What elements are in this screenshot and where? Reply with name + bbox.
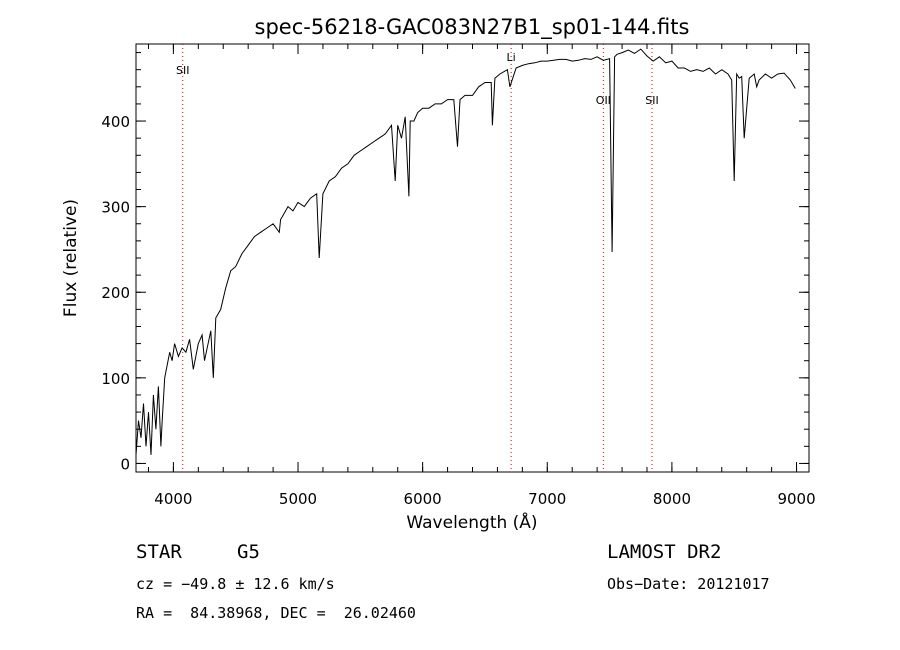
object-class: STAR <box>136 541 182 563</box>
x-tick-label: 4000 <box>154 490 192 508</box>
y-tick-label: 0 <box>120 455 130 473</box>
x-tick-label: 9000 <box>777 490 815 508</box>
plot-frame <box>135 43 810 473</box>
line-marker-label: SII <box>176 64 189 77</box>
x-axis-label: Wavelength (Å) <box>406 511 537 533</box>
spectrum-plot: spec-56218-GAC083N27B1_sp01-144.fits 400… <box>61 15 816 533</box>
y-tick-labels: 0 100 200 300 400 <box>101 113 130 473</box>
y-tick-label: 400 <box>101 113 130 131</box>
spectral-subclass: G5 <box>237 541 260 563</box>
redshift-readout: cz = −49.8 ± 12.6 km/s <box>136 575 335 593</box>
y-tick-label: 100 <box>101 370 130 388</box>
x-tick-label: 8000 <box>653 490 691 508</box>
y-tick-label: 200 <box>101 284 130 302</box>
line-marker-label: Li <box>507 51 516 64</box>
major-ticks <box>136 44 809 472</box>
x-tick-label: 5000 <box>279 490 317 508</box>
line-markers: SII Li OII SII <box>176 44 659 472</box>
x-tick-label: 6000 <box>404 490 442 508</box>
coordinates-readout: RA = 84.38968, DEC = 26.02460 <box>136 604 416 622</box>
minor-ticks <box>136 44 809 472</box>
survey-name: LAMOST DR2 <box>607 541 722 563</box>
line-marker-label: OII <box>596 94 611 107</box>
x-tick-label: 7000 <box>528 490 566 508</box>
y-axis-label: Flux (relative) <box>61 199 81 317</box>
obs-date-readout: Obs−Date: 20121017 <box>607 575 770 593</box>
spectrum-line <box>135 48 796 455</box>
chart-title: spec-56218-GAC083N27B1_sp01-144.fits <box>255 15 690 40</box>
x-tick-labels: 4000 5000 6000 7000 8000 9000 <box>154 490 815 508</box>
line-marker-label: SII <box>645 94 658 107</box>
y-tick-label: 300 <box>101 199 130 217</box>
